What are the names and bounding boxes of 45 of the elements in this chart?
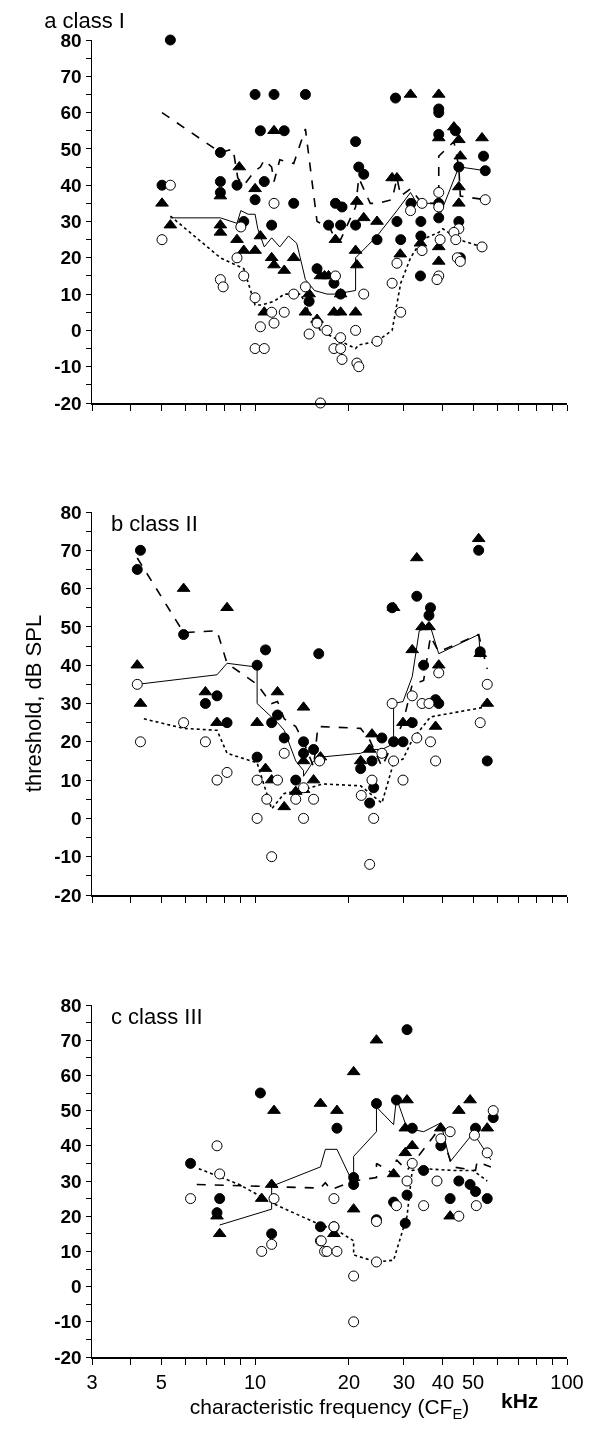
y-tick-label: 80 — [60, 501, 82, 523]
y-tick-label: 10 — [60, 1241, 82, 1263]
y-tick-label: 50 — [60, 616, 82, 638]
chart-title: b class II — [111, 511, 198, 537]
chart-title: c class III — [111, 1003, 203, 1029]
y-tick-label: -20 — [54, 1346, 82, 1368]
x-tick-label: 5 — [155, 1370, 167, 1393]
y-tick-label: 70 — [60, 1029, 82, 1051]
y-tick-label: 60 — [60, 1065, 82, 1087]
x-tick-label: 30 — [392, 1370, 416, 1393]
y-tick-label: -20 — [54, 884, 82, 906]
y-tick-label: 20 — [60, 247, 82, 269]
x-tick-label: 100 — [550, 1370, 584, 1393]
y-tick-label: 30 — [60, 211, 82, 233]
x-tick-label: 50 — [461, 1370, 485, 1393]
y-tick-label: 20 — [60, 1205, 82, 1227]
y-tick-label: 70 — [60, 65, 82, 87]
y-tick-label: 30 — [60, 693, 82, 715]
y-tick-label: 40 — [60, 174, 82, 196]
y-tick-label: 0 — [71, 1276, 82, 1298]
y-tick-label: 0 — [71, 320, 82, 342]
y-tick-label: 20 — [60, 731, 82, 753]
y-tick-label: -20 — [54, 392, 82, 414]
x-tick-label: 10 — [243, 1370, 267, 1393]
y-tick-label: 40 — [60, 1135, 82, 1157]
x-tick-label: 20 — [337, 1370, 361, 1393]
y-axis-title: threshold, dB SPL — [21, 614, 47, 793]
y-tick-label: 50 — [60, 138, 82, 160]
y-tick-label: -10 — [54, 1311, 82, 1333]
y-tick-label: -10 — [54, 846, 82, 868]
y-tick-label: -10 — [54, 356, 82, 378]
y-tick-label: 30 — [60, 1170, 82, 1192]
y-tick-label: 70 — [60, 539, 82, 561]
y-tick-label: 60 — [60, 102, 82, 124]
x-axis-title: characteristic frequency (CF$_{E}$) — [189, 1395, 470, 1422]
y-tick-label: 10 — [60, 769, 82, 791]
x-tick-label: 40 — [431, 1370, 455, 1393]
y-tick-label: 10 — [60, 283, 82, 305]
y-tick-label: 40 — [60, 654, 82, 676]
y-tick-label: 0 — [71, 808, 82, 830]
text: kHz — [501, 1389, 539, 1412]
y-tick-label: 60 — [60, 578, 82, 600]
x-tick-label: 3 — [86, 1370, 98, 1393]
y-tick-label: 80 — [60, 994, 82, 1016]
y-tick-label: 50 — [60, 1100, 82, 1122]
